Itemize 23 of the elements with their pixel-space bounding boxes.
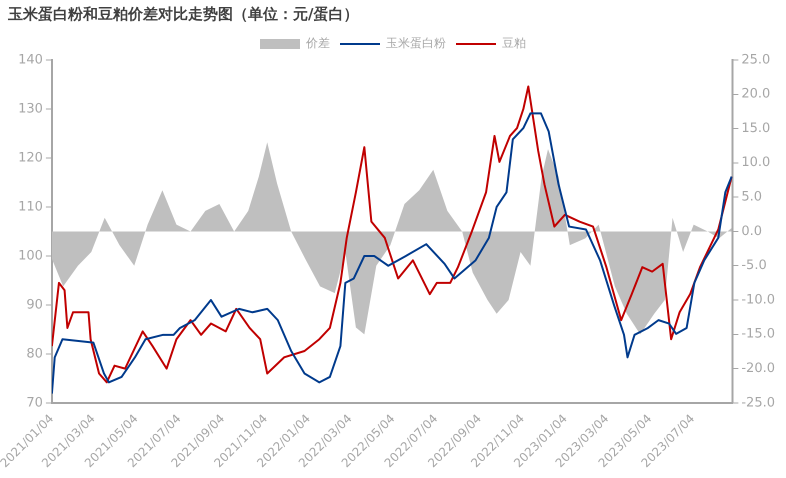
y2-tick-label: 15.0	[741, 120, 770, 136]
y2-tick-label: 20.0	[741, 86, 770, 102]
y2-tick-label: 5.0	[741, 190, 762, 205]
y-tick-label: 70	[26, 395, 43, 410]
y2-tick-label: -15.0	[741, 326, 776, 342]
y2-tick-label: -25.0	[741, 395, 776, 410]
legend-label: 豆粕	[502, 36, 526, 50]
y2-tick-label: -20.0	[741, 360, 776, 376]
y-tick-label: 110	[18, 199, 43, 214]
y-tick-label: 80	[26, 346, 43, 362]
y-tick-label: 130	[18, 101, 43, 116]
y2-tick-label: -5.0	[741, 258, 767, 274]
y2-tick-label: 10.0	[741, 155, 770, 170]
legend-label: 价差	[305, 36, 330, 50]
y-tick-label: 90	[26, 297, 43, 312]
y2-tick-label: 25.0	[741, 52, 770, 68]
y-tick-label: 120	[18, 150, 43, 166]
legend-label: 玉米蛋白粉	[386, 36, 446, 50]
y2-tick-label: 0.0	[741, 224, 762, 239]
y-tick-label: 100	[18, 248, 43, 264]
chart-title: 玉米蛋白粉和豆粕价差对比走势图（单位：元/蛋白）	[7, 4, 358, 23]
y-tick-label: 140	[18, 52, 43, 68]
y2-tick-label: -10.0	[741, 292, 776, 308]
